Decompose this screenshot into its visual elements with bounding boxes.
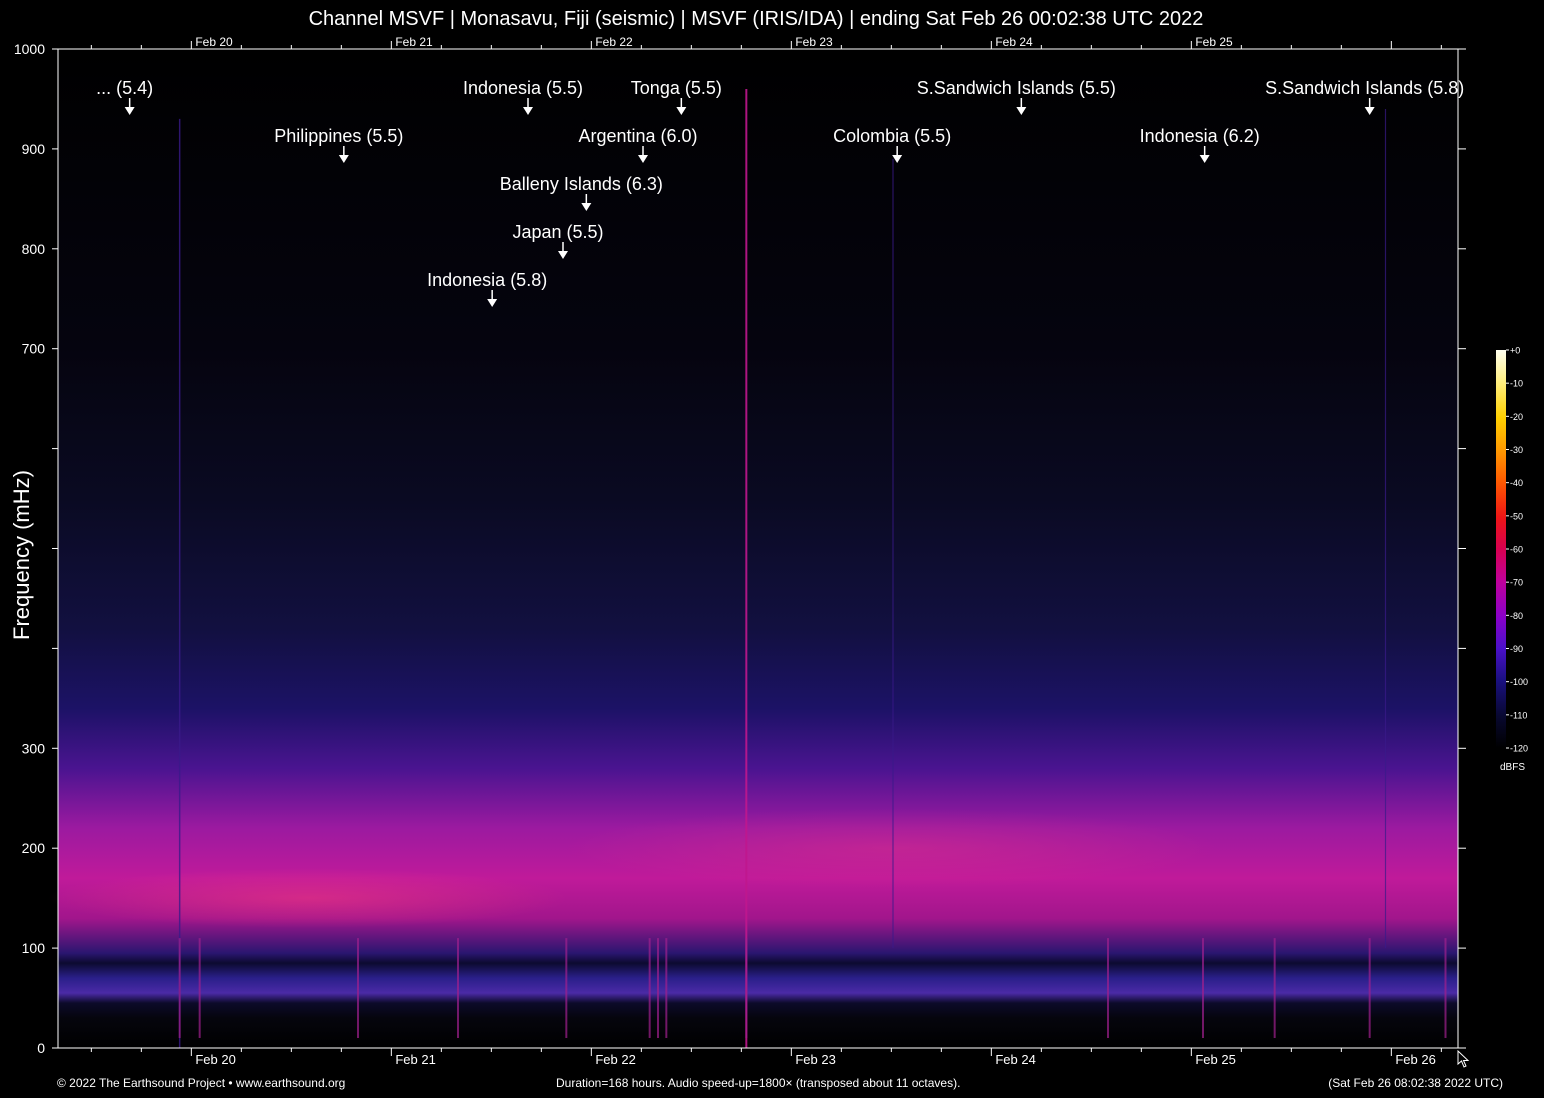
colorbar-tick-label: -20 (1510, 412, 1523, 422)
colorbar-tick-label: -70 (1510, 578, 1523, 588)
event-arrow-head (1364, 107, 1375, 115)
event-arrow-head (124, 107, 135, 115)
y-tick-label: 200 (22, 840, 46, 856)
event-label: S.Sandwich Islands (5.5) (917, 78, 1116, 98)
colorbar (1496, 350, 1506, 748)
event-arrow-head (638, 155, 648, 163)
x-date-label: Feb 20 (195, 1052, 235, 1067)
event-arrow-head (523, 107, 533, 115)
colorbar-tick-label: -30 (1510, 445, 1523, 455)
event-label: Colombia (5.5) (833, 126, 951, 146)
event-label: Indonesia (5.5) (463, 78, 583, 98)
y-tick-label: 1000 (14, 41, 45, 57)
colorbar-tick-label: -10 (1510, 379, 1523, 389)
x-date-label: Feb 26 (1395, 1052, 1435, 1067)
chart-title: Channel MSVF | Monasavu, Fiji (seismic) … (308, 8, 1204, 30)
event-arrow-head (1199, 155, 1210, 163)
x-date-label: Feb 24 (995, 1052, 1035, 1067)
x-date-label-top: Feb 25 (1195, 35, 1233, 49)
footer-copyright: © 2022 The Earthsound Project • www.eart… (57, 1076, 346, 1090)
spectrogram-hotspot (561, 808, 1222, 889)
y-tick-label: 900 (22, 141, 46, 157)
colorbar-tick-label: -90 (1510, 644, 1523, 654)
colorbar-tick-label: -60 (1510, 545, 1523, 555)
footer-timestamp: (Sat Feb 26 08:02:38 2022 UTC) (1328, 1076, 1503, 1090)
y-tick-label: 700 (22, 341, 46, 357)
colorbar-tick-label: -100 (1510, 677, 1528, 687)
x-date-label: Feb 25 (1195, 1052, 1235, 1067)
event-label: Tonga (5.5) (631, 78, 722, 98)
event-label: Indonesia (6.2) (1140, 126, 1260, 146)
event-arrow-head (676, 107, 687, 115)
x-date-label-top: Feb 23 (795, 35, 833, 49)
colorbar-tick-label: -40 (1510, 478, 1523, 488)
event-label: Balleny Islands (6.3) (500, 174, 663, 194)
x-date-label: Feb 21 (395, 1052, 435, 1067)
y-tick-label: 0 (37, 1040, 45, 1056)
event-arrow-head (1016, 107, 1027, 115)
y-tick-label: 300 (22, 740, 46, 756)
event-arrow-head (487, 299, 498, 307)
colorbar-tick-label: -120 (1510, 744, 1528, 754)
event-label: S.Sandwich Islands (5.8) (1265, 78, 1464, 98)
event-label: Japan (5.5) (512, 222, 603, 242)
y-tick-label: 800 (22, 241, 46, 257)
event-arrow-head (581, 203, 592, 211)
event-label: ... (5.4) (96, 78, 153, 98)
spectrogram-hotspot (48, 868, 568, 929)
mouse-pointer-icon (1457, 1050, 1470, 1068)
x-date-label: Feb 22 (595, 1052, 635, 1067)
colorbar-tick-label: -110 (1510, 710, 1527, 720)
x-date-label-top: Feb 21 (395, 35, 433, 49)
colorbar-tick-label: -80 (1510, 611, 1523, 621)
event-label: Indonesia (5.8) (427, 270, 547, 290)
event-label: Philippines (5.5) (274, 126, 403, 146)
x-date-label-top: Feb 24 (995, 35, 1033, 49)
x-date-label-top: Feb 22 (595, 35, 633, 49)
x-date-label-top: Feb 20 (195, 35, 233, 49)
colorbar-unit-label: dBFS (1500, 762, 1526, 773)
footer-duration: Duration=168 hours. Audio speed-up=1800×… (556, 1076, 961, 1090)
x-date-label: Feb 23 (795, 1052, 835, 1067)
colorbar-tick-label: +0 (1510, 346, 1520, 356)
event-label: Argentina (6.0) (578, 126, 697, 146)
event-arrow-head (892, 155, 903, 163)
colorbar-tick-label: -50 (1510, 511, 1523, 521)
event-arrow-head (558, 251, 568, 259)
y-tick-label: 100 (22, 940, 46, 956)
event-arrow-head (338, 155, 349, 163)
